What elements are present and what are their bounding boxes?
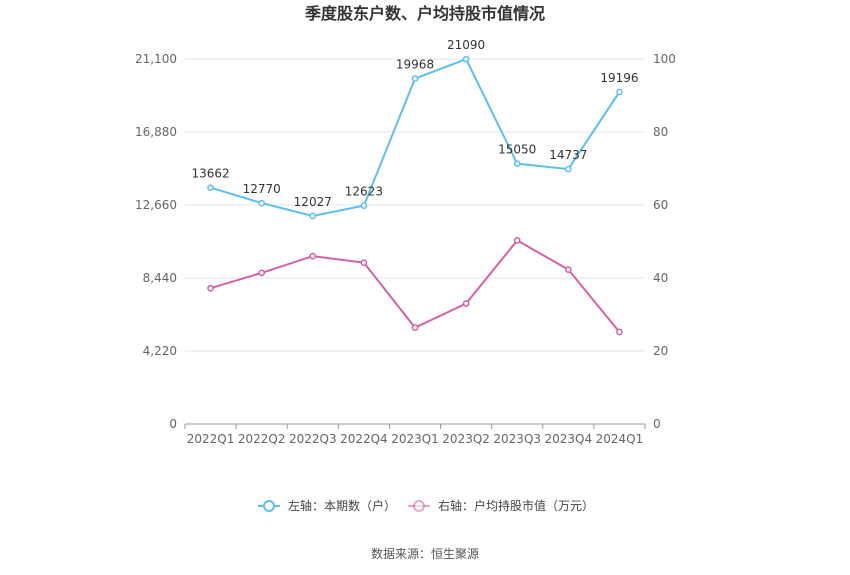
legend-marker (263, 500, 275, 512)
left-tick-label: 8,440 (143, 271, 177, 285)
right-tick-label: 20 (653, 344, 668, 358)
axes: 0 0 4,220 20 8,440 40 12,660 60 16,880 80 21,100 10… (135, 52, 676, 446)
x-tick-label: 2022Q3 (289, 432, 337, 446)
data-label: 12770 (243, 182, 281, 196)
data-point (360, 202, 368, 209)
legend[interactable]: 左轴：本期数（户） 右轴：户均持股市值（万元） (258, 498, 594, 513)
x-tick-label: 2022Q2 (238, 432, 286, 446)
left-tick-label: 4,220 (143, 344, 177, 358)
data-point (360, 259, 368, 267)
left-tick-label: 21,100 (135, 52, 177, 66)
data-point (207, 184, 214, 192)
legend-item-holders[interactable]: 左轴：本期数（户） (258, 498, 396, 513)
data-label: 15050 (498, 143, 536, 157)
data-point (616, 88, 623, 96)
data-point (564, 165, 572, 173)
x-tick-label: 2023Q1 (391, 432, 439, 446)
gridlines (185, 58, 645, 352)
data-label: 19196 (600, 71, 638, 85)
source-note: 数据来源：恒生聚源 (371, 546, 479, 561)
data-label: 14737 (549, 148, 587, 162)
data-point (258, 269, 266, 277)
legend-label: 右轴：户均持股市值（万元） (438, 498, 594, 513)
right-tick-label: 60 (653, 198, 668, 212)
data-point (411, 324, 419, 331)
legend-label: 左轴：本期数（户） (288, 498, 396, 513)
series-line (210, 239, 621, 333)
data-label: 13662 (191, 167, 229, 181)
right-tick-label: 40 (653, 271, 668, 285)
data-point (513, 160, 521, 168)
x-tick-label: 2023Q2 (442, 432, 490, 446)
x-tick-label: 2022Q1 (187, 432, 235, 446)
series-holders: 13662 12770 12027 12623 19968 21090 15050 14737… (191, 38, 639, 220)
data-point (309, 212, 317, 220)
right-tick-label: 0 (653, 417, 661, 431)
x-tick-label: 2023Q4 (545, 432, 593, 446)
data-point (462, 300, 470, 307)
data-point (309, 252, 317, 260)
data-label: 21090 (447, 38, 485, 52)
data-point (411, 75, 419, 82)
data-point (513, 237, 521, 244)
series-layer: 13662 12770 12027 12623 19968 21090 15050 14737… (191, 38, 639, 336)
legend-item-avg-value[interactable]: 右轴：户均持股市值（万元） (408, 498, 594, 513)
x-tick-label: 2023Q3 (493, 432, 541, 446)
data-point (462, 55, 470, 63)
series-avg-value (207, 237, 623, 336)
left-tick-label: 12,660 (135, 198, 177, 212)
right-tick-label: 100 (653, 52, 676, 66)
data-point (616, 328, 623, 336)
data-point (207, 284, 214, 292)
left-tick-label: 0 (169, 417, 177, 431)
right-tick-label: 80 (653, 125, 668, 139)
x-tick-label: 2024Q1 (596, 432, 644, 446)
data-label: 12027 (294, 195, 332, 209)
data-point (258, 199, 266, 207)
data-label: 12623 (345, 185, 383, 199)
chart-title: 季度股东户数、户均持股市值情况 (304, 4, 545, 23)
data-point (564, 266, 572, 273)
x-tick-label: 2022Q4 (340, 432, 388, 446)
left-tick-label: 16,880 (135, 125, 177, 139)
data-label: 19968 (396, 58, 434, 72)
legend-marker (413, 500, 425, 512)
